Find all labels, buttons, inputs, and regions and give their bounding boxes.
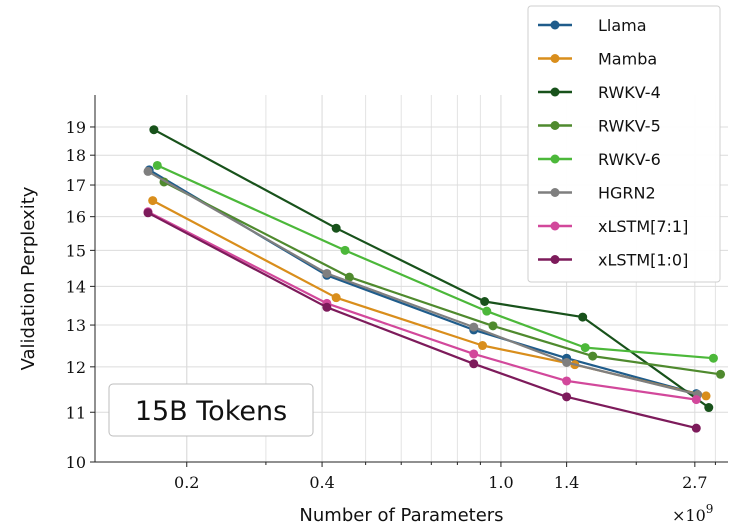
x-tick-labels: 0.2 0.4 1.0 1.4 2.7: [174, 462, 716, 492]
data-point: [149, 125, 159, 135]
data-point: [478, 341, 488, 351]
data-point: [322, 268, 332, 278]
series-lines: [143, 125, 726, 433]
data-point: [704, 403, 714, 413]
legend-swatch-marker: [550, 20, 560, 30]
legend-frame: [527, 5, 721, 283]
legend-label: Llama: [598, 16, 647, 35]
legend-label: HGRN2: [598, 184, 656, 203]
y-tick-label: 13: [66, 316, 86, 335]
legend-swatch-marker: [550, 54, 560, 63]
x-tick-label: 0.4: [309, 473, 334, 492]
annotation-box: [108, 383, 314, 437]
series-rwkv-4: [149, 125, 714, 413]
legend-swatch-marker: [550, 221, 560, 231]
data-point: [331, 293, 341, 303]
legend-label: RWKV-4: [598, 83, 661, 102]
data-point: [580, 343, 590, 353]
legend-item: xLSTM[1:0]: [538, 251, 688, 270]
data-point: [562, 376, 572, 386]
x-tick-label: 1.4: [554, 473, 579, 492]
y-tick-label: 17: [66, 176, 86, 195]
series-rwkv-5: [159, 177, 726, 379]
axes: [94, 95, 728, 463]
legend-swatch-marker: [550, 154, 560, 164]
data-point: [143, 208, 153, 218]
data-point: [340, 245, 350, 255]
data-point: [152, 160, 162, 170]
y-tick-label: 16: [66, 208, 86, 227]
data-point: [488, 321, 498, 331]
legend-item: RWKV-6: [538, 150, 661, 169]
legend-label: xLSTM[1:0]: [598, 251, 688, 270]
data-point: [469, 349, 479, 359]
y-tick-label: 10: [66, 453, 86, 472]
y-tick-label: 19: [66, 118, 86, 137]
x-tick-label: 2.7: [682, 473, 707, 492]
legend-label: xLSTM[7:1]: [598, 217, 688, 236]
series-rwkv-6: [152, 160, 718, 363]
y-tick-label: 14: [66, 277, 86, 296]
data-point: [578, 312, 588, 322]
legend: Llama Mamba RWKV-4 RWKV-5 RWKV-6 HGRN2 xLSTM[7…: [527, 5, 721, 283]
y-tick-labels: 10 11 12 13 14 15 16 17 18 19: [66, 118, 95, 472]
data-point: [148, 196, 158, 206]
legend-swatch-marker: [550, 188, 560, 197]
x-tick-label: 0.2: [174, 473, 199, 492]
data-point: [482, 306, 492, 316]
data-point: [344, 272, 354, 282]
data-point: [562, 358, 572, 368]
legend-item: xLSTM[7:1]: [538, 217, 688, 236]
data-point: [322, 302, 332, 312]
legend-swatch-marker: [550, 121, 560, 130]
legend-label: Mamba: [598, 50, 657, 69]
x-axis-label: Number of Parameters: [299, 505, 503, 526]
legend-item: RWKV-5: [538, 117, 661, 136]
x-tick-label: 1.0: [488, 473, 513, 492]
data-point: [143, 166, 153, 176]
series-hgrn2: [143, 166, 703, 400]
legend-item: Llama: [538, 16, 647, 35]
data-point: [708, 353, 718, 363]
legend-item: Mamba: [538, 50, 657, 69]
x-axis-multiplier-base: ×10: [672, 506, 706, 525]
legend-label: RWKV-6: [598, 150, 661, 169]
data-point: [480, 297, 490, 307]
y-tick-label: 12: [66, 358, 86, 377]
legend-item: HGRN2: [538, 184, 656, 203]
data-point: [701, 391, 711, 401]
y-tick-label: 18: [66, 146, 86, 165]
data-point: [562, 392, 572, 402]
series-xlstm-1-0: [143, 208, 701, 433]
legend-label: RWKV-5: [598, 117, 661, 136]
data-point: [588, 351, 598, 361]
data-point: [691, 423, 701, 433]
legend-item: RWKV-4: [538, 83, 661, 102]
tokens-annotation: 15B Tokens: [108, 383, 314, 437]
x-axis-multiplier: ×109: [672, 502, 713, 525]
data-point: [469, 322, 479, 332]
y-axis-label: Validation Perplexity: [18, 186, 39, 370]
legend-swatch-marker: [550, 255, 560, 264]
data-point: [716, 369, 726, 379]
data-point: [469, 359, 479, 369]
y-tick-label: 11: [66, 403, 86, 422]
annotation-text: 15B Tokens: [135, 396, 287, 427]
x-axis-multiplier-exponent: 9: [706, 502, 714, 516]
y-tick-label: 15: [66, 241, 86, 260]
data-point: [331, 223, 341, 233]
legend-swatch-marker: [550, 87, 560, 97]
data-point: [691, 395, 701, 405]
